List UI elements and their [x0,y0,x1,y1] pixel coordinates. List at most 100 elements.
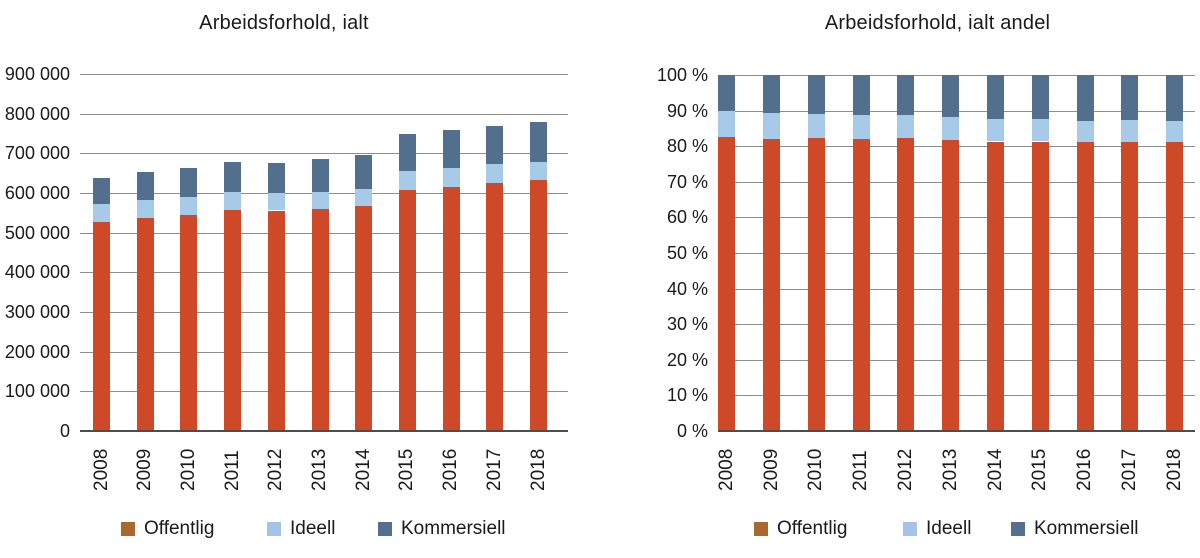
bar-segment-offentlig-2014 [987,141,1004,431]
x-tick-label: 2015 [396,448,418,491]
x-tick-label: 2015 [1029,448,1051,491]
bar-segment-kommersiell-2015 [398,134,416,172]
bar-segment-ideell-2012 [267,193,285,211]
bar-segment-ideell-2011 [852,114,870,139]
legend-item-offentlig: Offentlig [121,518,215,539]
legend-item-ideell: Ideell [903,519,971,538]
bar-segment-kommersiell-2010 [807,75,825,114]
x-tick-label: 2012 [894,448,916,491]
bar-segment-offentlig-2015 [398,189,416,431]
y-tick-label: 400 000 [4,262,70,283]
bar-segment-kommersiell-2008 [93,178,110,204]
legend-label-kommersiell: Kommersiell [401,518,506,539]
legend-label-ideell: Ideell [290,518,336,539]
legend-item-kommersiell: Kommersiell [1011,518,1139,539]
legend-item-offentlig: Offentlig [754,518,848,539]
x-tick-label: 2017 [1118,448,1140,491]
bar-segment-kommersiell-2012 [267,163,285,194]
bar-segment-kommersiell-2012 [897,75,915,115]
x-tick-label: 2011 [850,450,872,491]
x-tick-label: 2014 [352,448,374,491]
bar-segment-offentlig-2010 [807,138,825,431]
x-tick-label: 2017 [483,448,505,491]
x-tick-label: 2008 [715,448,737,491]
bar-segment-kommersiell-2013 [311,159,329,192]
bar-segment-ideell-2018 [530,162,547,181]
gridline [80,153,568,155]
legend-label-offentlig: Offentlig [144,518,215,539]
legend-label-offentlig: Offentlig [777,518,848,539]
bar-segment-ideell-2008 [718,111,736,137]
bar-segment-kommersiell-2009 [763,75,780,114]
legend-item-ideell: Ideell [267,518,336,539]
x-tick-label: 2010 [177,448,199,491]
bar-segment-kommersiell-2011 [852,75,870,115]
bar-segment-offentlig-2011 [224,210,242,431]
x-tick-label: 2009 [760,448,782,491]
bar-segment-offentlig-2018 [1166,141,1184,431]
y-tick-label: 600 000 [4,183,70,203]
x-tick-label: 2011 [221,450,243,491]
bar-segment-offentlig-2009 [763,138,780,431]
bar-segment-kommersiell-2014 [355,154,373,189]
y-tick-label: 10 % [666,385,708,406]
legend-label-kommersiell: Kommersiell [1034,518,1139,539]
x-tick-label: 2016 [440,448,462,491]
legend-swatch-offentlig [121,522,135,536]
bar-segment-ideell-2012 [897,114,915,138]
bar-segment-offentlig-2014 [355,206,373,431]
bar-segment-offentlig-2013 [942,139,960,431]
legend-swatch-ideell [267,522,281,536]
chart-title-right: Arbeidsforhold, ialt andel [824,12,1051,34]
bar-segment-ideell-2017 [486,164,504,183]
y-tick-label: 200 000 [4,341,70,362]
x-tick-label: 2008 [90,448,112,491]
bar-segment-ideell-2010 [180,196,198,215]
bar-segment-kommersiell-2017 [486,125,504,165]
y-tick-label: 60 % [666,207,708,228]
bar-segment-kommersiell-2018 [1166,75,1184,121]
bar-segment-offentlig-2012 [897,137,915,431]
bar-segment-offentlig-2015 [1031,141,1049,431]
x-tick-label: 2012 [265,448,287,491]
legend-item-kommersiell: Kommersiell [378,518,506,539]
y-tick-label: 0 [59,421,70,441]
x-tick-label: 2018 [527,448,549,491]
bar-segment-kommersiell-2018 [530,122,547,163]
x-axis-line [718,430,1195,432]
bar-segment-offentlig-2011 [852,138,870,431]
bar-segment-offentlig-2016 [442,186,460,431]
legend-swatch-ideell [903,522,917,536]
bar-segment-offentlig-2017 [486,182,504,431]
y-tick-label: 0 % [676,421,708,441]
y-tick-label: 900 000 [4,64,70,84]
y-tick-label: 700 000 [4,143,70,164]
bar-segment-offentlig-2009 [136,218,154,431]
bar-segment-ideell-2018 [1166,120,1184,142]
x-tick-label: 2014 [984,448,1006,491]
bar-segment-offentlig-2018 [530,180,547,431]
bar-segment-kommersiell-2009 [136,172,154,200]
bar-segment-kommersiell-2008 [718,75,736,111]
y-tick-label: 70 % [666,171,708,192]
bar-segment-ideell-2009 [136,199,154,219]
bar-segment-kommersiell-2011 [224,162,242,192]
y-tick-label: 20 % [666,349,708,370]
x-tick-label: 2010 [805,448,827,491]
bar-segment-kommersiell-2016 [442,129,460,169]
y-tick-label: 40 % [666,278,708,299]
bar-segment-ideell-2009 [763,113,780,139]
y-tick-label: 80 % [666,136,708,157]
bar-segment-ideell-2010 [807,113,825,139]
gridline [80,113,568,115]
x-tick-label: 2018 [1163,448,1185,491]
x-tick-label: 2013 [309,448,330,491]
legend-swatch-kommersiell [378,522,392,536]
y-tick-label: 50 % [666,243,708,263]
y-tick-label: 800 000 [4,103,70,124]
bar-segment-ideell-2011 [224,191,242,210]
bar-segment-ideell-2015 [1031,119,1049,142]
bar-segment-ideell-2014 [355,188,373,207]
bar-segment-kommersiell-2013 [942,75,960,118]
